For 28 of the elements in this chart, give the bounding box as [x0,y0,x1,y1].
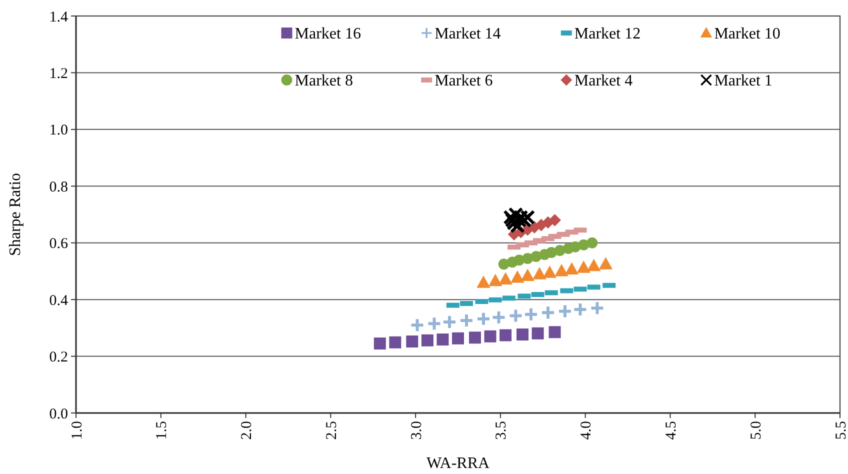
x-tick-label: 4.5 [663,421,680,440]
x-tick-label: 3.5 [494,421,510,440]
y-axis-title: Sharpe Ratio [7,172,24,256]
legend-label: Market 1 [714,72,772,90]
y-tick-label: 1.2 [49,66,68,82]
legend-label: Market 14 [434,26,501,43]
y-tick-label: 1.4 [49,9,68,26]
x-tick-label: 1.5 [154,421,170,440]
legend-label: Market 12 [574,26,641,43]
legend-label: Market 8 [294,72,353,90]
x-axis-title: WA-RRA [426,455,490,472]
y-tick-label: 1.0 [49,122,68,139]
x-tick-label: 4.0 [578,421,595,440]
legend-label: Market 10 [714,26,780,43]
y-tick-label: 0.4 [49,292,68,309]
x-tick-label: 3.0 [408,421,425,440]
y-tick-label: 0.0 [49,406,68,422]
legend-label: Market 6 [434,72,493,90]
x-tick-label: 2.5 [324,421,340,440]
legend-label: Market 16 [294,26,361,43]
x-tick-label: 1.0 [69,421,86,440]
legend-label: Market 4 [574,72,633,90]
x-tick-label: 5.5 [833,421,848,440]
y-tick-label: 0.6 [49,236,68,252]
y-tick-label: 0.2 [49,350,68,366]
y-tick-label: 0.8 [49,179,68,196]
x-tick-label: 5.0 [748,421,764,440]
x-tick-label: 2.0 [239,421,256,440]
